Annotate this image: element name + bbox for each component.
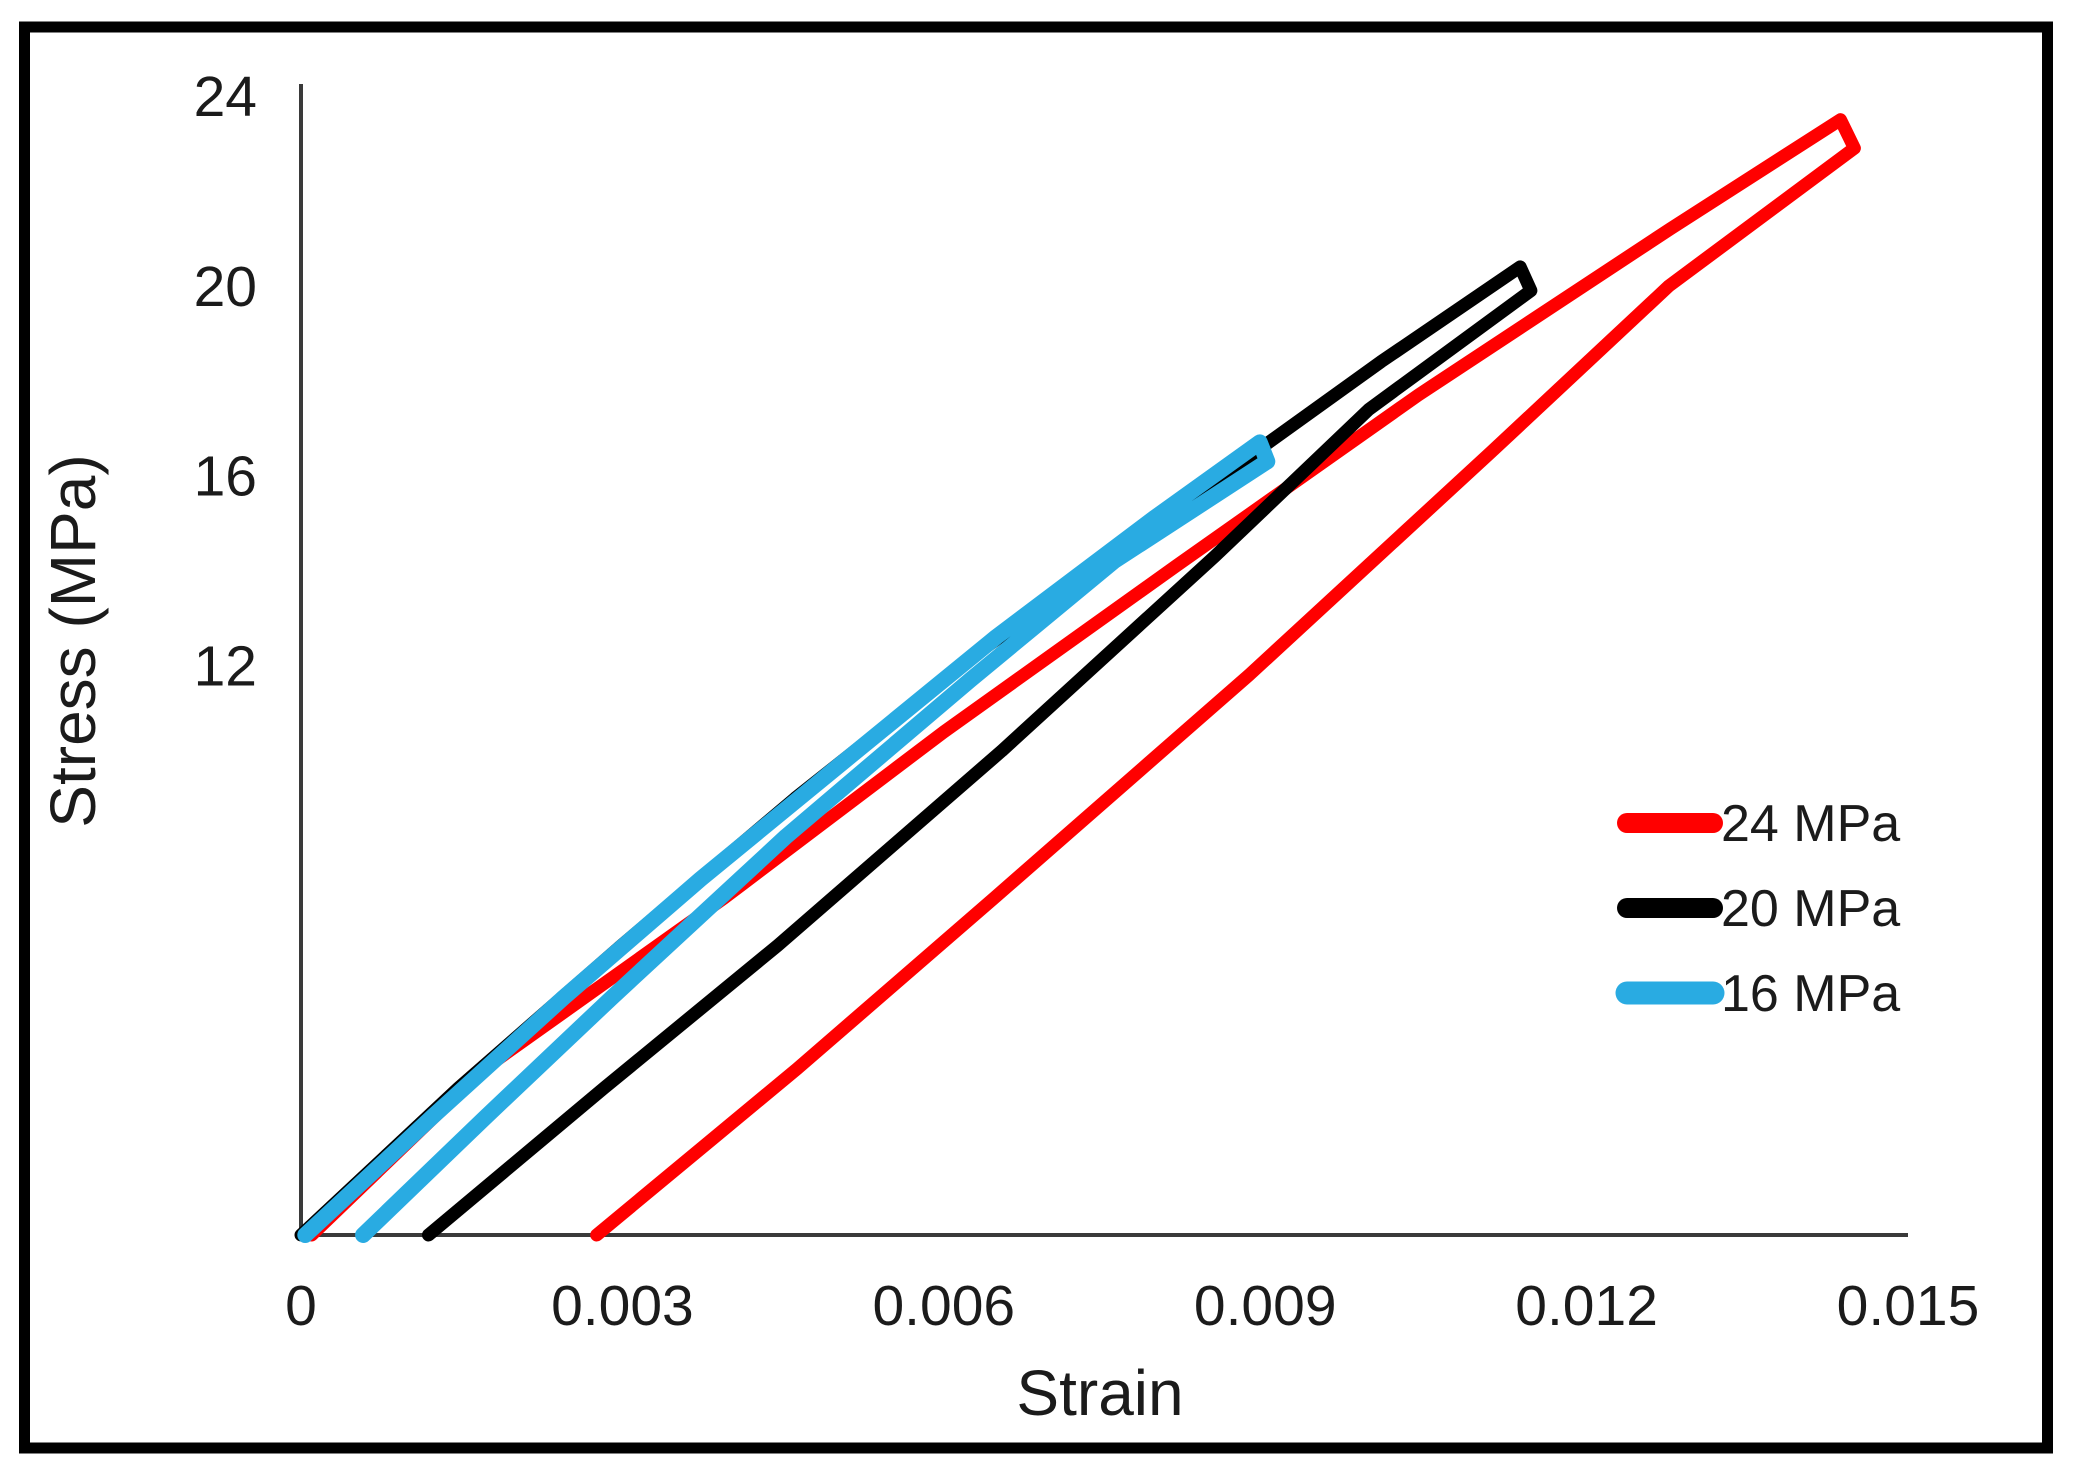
legend-label-24-mpa: 24 MPa (1721, 795, 1900, 853)
y-tick-label-16: 16 (194, 445, 257, 509)
plot-series (294, 113, 1861, 1243)
y-tick-label-12: 12 (194, 635, 257, 699)
x-axis-title: Strain (1016, 1357, 1183, 1429)
x-tick-label-0.012: 0.012 (1515, 1274, 1658, 1338)
x-tick-label-0.015: 0.015 (1837, 1274, 1980, 1338)
y-tick-label-20: 20 (194, 255, 257, 319)
y-tick-label-24: 24 (194, 65, 257, 129)
y-axis-title: Stress (MPa) (37, 454, 109, 827)
figure-frame (19, 21, 2053, 1454)
x-tick-label-0.006: 0.006 (872, 1274, 1015, 1338)
y-axis-tick-labels: 12 16 20 24 (194, 65, 257, 699)
x-axis-tick-labels: 0 0.003 0.006 0.009 0.012 0.015 (285, 1274, 1979, 1338)
legend: 24 MPa 20 MPa 16 MPa (1615, 795, 1900, 1023)
x-tick-label-0.003: 0.003 (551, 1274, 694, 1338)
series-line-24-mpa (305, 113, 1861, 1242)
legend-label-20-mpa: 20 MPa (1721, 880, 1900, 938)
x-tick-label-0: 0 (285, 1274, 317, 1338)
legend-label-16-mpa: 16 MPa (1721, 965, 1900, 1023)
series-line-16-mpa (297, 434, 1276, 1243)
x-tick-label-0.009: 0.009 (1194, 1274, 1337, 1338)
